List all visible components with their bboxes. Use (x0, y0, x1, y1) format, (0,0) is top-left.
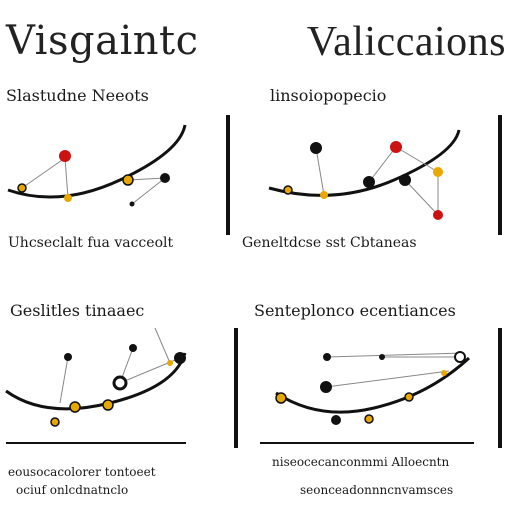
node (320, 381, 332, 393)
main-title: Visgaintc Valiccaions (0, 18, 512, 66)
node (323, 353, 331, 361)
node (129, 201, 135, 207)
curve (268, 129, 461, 197)
node (122, 174, 134, 186)
node (454, 351, 466, 363)
node (441, 370, 447, 376)
panel-label: Slastudne Neeots (6, 86, 149, 105)
node (59, 150, 71, 162)
node (433, 167, 443, 177)
panel-top-left: Slastudne Neeots Uhcseclalt fua vacceolt (0, 80, 256, 270)
node (404, 392, 414, 402)
connector (64, 157, 69, 199)
node (320, 191, 328, 199)
connector (395, 146, 439, 173)
connector (131, 177, 166, 205)
node (102, 399, 114, 411)
panel-bottom-left: Geslitles tinaaec eousocacolorer tontoee… (0, 295, 256, 512)
title-left: Visgaintc (6, 18, 199, 64)
node (399, 174, 411, 186)
node (379, 354, 385, 360)
node (363, 176, 375, 188)
panel-caption-2: seonceadonnncnvamsces (300, 483, 454, 497)
node (390, 141, 402, 153)
node (331, 415, 341, 425)
panel-diagram (226, 115, 502, 235)
panel-caption: Geneltdcse sst Cbtaneas (242, 235, 417, 251)
node (112, 375, 128, 391)
node (160, 173, 170, 183)
connector (21, 157, 66, 189)
node (364, 414, 374, 424)
curve (7, 124, 187, 199)
panel-caption: niseocecanconmmi Alloecntn (272, 455, 450, 469)
node (310, 142, 322, 154)
connector (368, 146, 397, 183)
curve (275, 356, 471, 414)
panel-bottom-right: Senteplonco ecentiances niseocecanconmmi… (224, 295, 512, 512)
node (129, 344, 137, 352)
node (283, 185, 293, 195)
connector (326, 352, 465, 358)
panel-caption: eousocacolorer tontoeet (8, 465, 156, 479)
connector (404, 179, 439, 216)
panel-diagram (7, 124, 187, 207)
connector (315, 147, 325, 196)
node (433, 210, 443, 220)
panel-label: Geslitles tinaaec (10, 301, 145, 320)
connector (325, 370, 450, 388)
panel-top-right: linsoiopopecio Geneltdcse sst Cbtaneas (224, 80, 512, 270)
node (174, 352, 186, 364)
panel-caption-2: ociuf onlcdnatnclo (16, 483, 129, 497)
node (64, 353, 72, 361)
title-right: Valiccaions (306, 19, 506, 65)
panel-caption: Uhcseclalt fua vacceolt (8, 235, 174, 251)
node (275, 392, 287, 404)
node (64, 194, 72, 202)
connector (127, 177, 166, 181)
panel-diagram (5, 327, 187, 444)
panel-label: Senteplonco ecentiances (254, 301, 456, 320)
connector (154, 327, 171, 364)
panel-label: linsoiopopecio (270, 86, 387, 105)
panel-diagram (234, 328, 502, 448)
node (69, 401, 81, 413)
node (167, 360, 173, 366)
connector (59, 356, 69, 404)
node (50, 417, 60, 427)
node (17, 183, 27, 193)
curve (5, 352, 187, 411)
